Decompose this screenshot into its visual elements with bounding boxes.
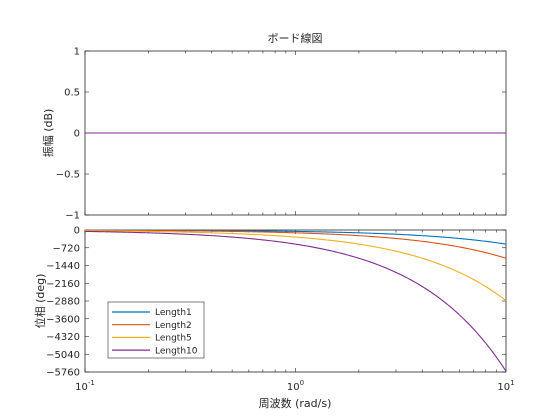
legend-label-length2: Length2 bbox=[155, 321, 192, 331]
phase-y-tick-label: −5040 bbox=[46, 350, 80, 361]
x-axis-label: 周波数 (rad/s) bbox=[259, 397, 332, 410]
legend-label-length10: Length10 bbox=[155, 346, 198, 356]
phase-y-tick-label: 0 bbox=[74, 226, 80, 237]
legend-box bbox=[107, 301, 205, 359]
phase-ylabel: 位相 (deg) bbox=[33, 274, 47, 329]
magnitude-ylabel: 振幅 (dB) bbox=[41, 109, 55, 158]
magnitude-axes[interactable]: 1 0.5 0 −0.5 −1 振幅 (dB) bbox=[41, 47, 507, 222]
x-tick-label: 100 bbox=[287, 379, 304, 393]
phase-y-tick-label: −2880 bbox=[46, 297, 80, 308]
phase-y-tick-label: −4320 bbox=[46, 332, 80, 343]
phase-y-tick-label: −3600 bbox=[46, 314, 80, 325]
legend-label-length1: Length1 bbox=[155, 308, 192, 318]
phase-y-tick-label: −2160 bbox=[46, 279, 80, 290]
x-tick-labels: 10-1 100 101 bbox=[75, 379, 514, 393]
phase-line-length5 bbox=[84, 230, 507, 302]
phase-line-length10 bbox=[84, 230, 507, 372]
phase-y-tick-label: −720 bbox=[53, 243, 80, 254]
phase-line-length2 bbox=[84, 229, 507, 259]
legend-label-length5: Length5 bbox=[155, 334, 192, 344]
phase-y-tick-label: −5760 bbox=[46, 368, 80, 379]
magnitude-y-tick-label: −0.5 bbox=[56, 170, 80, 181]
phase-x-ticks bbox=[84, 230, 497, 372]
magnitude-y-tick-label: 0 bbox=[74, 129, 80, 140]
phase-series-lines bbox=[84, 229, 507, 372]
legend[interactable]: Length1 Length2 Length5 Length10 bbox=[107, 301, 205, 359]
magnitude-x-ticks bbox=[84, 51, 497, 215]
magnitude-y-tick-label: 1 bbox=[74, 47, 80, 58]
phase-axes[interactable]: 0 −720 −1440 −2160 −2880 −3600 −4320 −5040 −5760… bbox=[33, 226, 515, 411]
x-tick-label: 101 bbox=[497, 379, 514, 393]
magnitude-y-tick-label: 0.5 bbox=[64, 88, 80, 99]
phase-y-ticks: 0 −720 −1440 −2160 −2880 −3600 −4320 −5040 −5760 bbox=[46, 226, 506, 379]
x-tick-label: 10-1 bbox=[75, 379, 95, 393]
magnitude-y-tick-label: −1 bbox=[65, 211, 80, 222]
phase-y-tick-label: −1440 bbox=[46, 261, 80, 272]
chart-title: ボード線図 bbox=[268, 31, 323, 45]
